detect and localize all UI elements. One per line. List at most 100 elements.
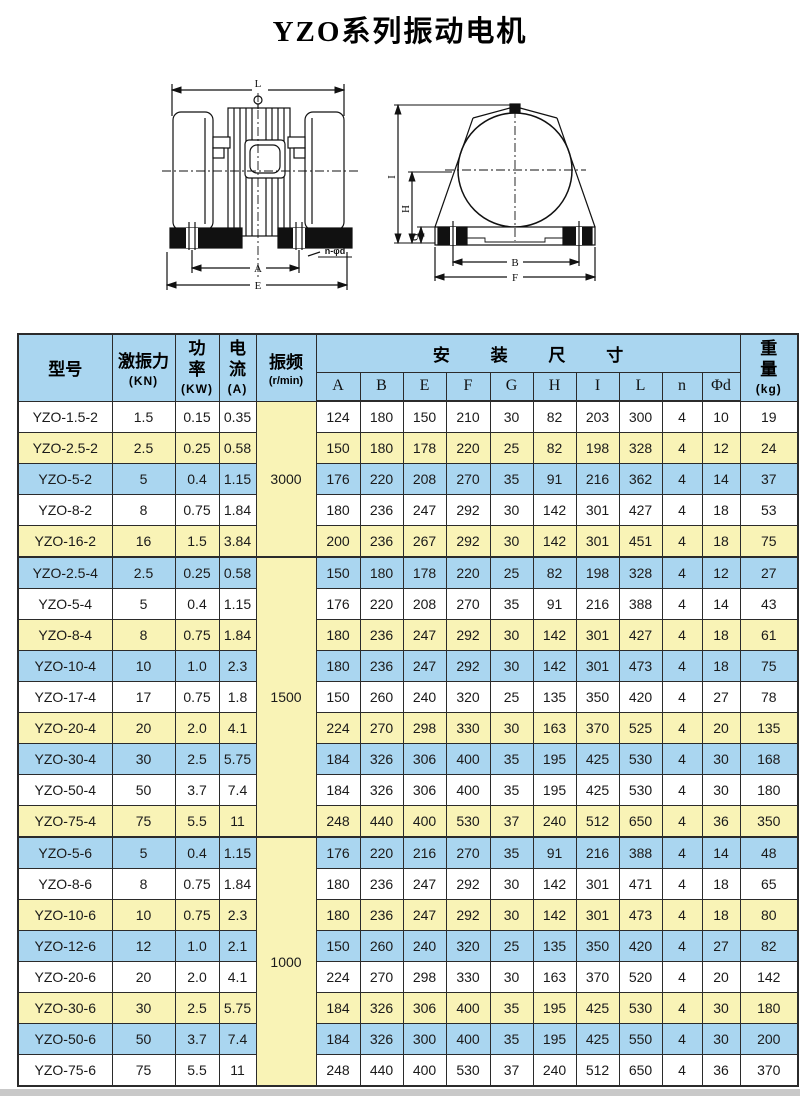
cell-dim-i: 216: [575, 836, 620, 869]
cell-dim-l: 530: [618, 743, 663, 775]
cell-dim-h: 82: [532, 432, 577, 464]
spec-row: YZO-2.5-4 2.5 0.25 0.58 1500 150 180 178 220 25 82…: [17, 556, 799, 838]
cell-dim-b: 236: [359, 619, 404, 651]
cell-power: 0.75: [174, 868, 220, 900]
cell-dim-n: 4: [661, 712, 703, 744]
cell-dim-φd: 14: [701, 836, 741, 869]
cell-dim-b: 180: [359, 432, 404, 464]
cell-dim-i: 203: [575, 400, 620, 433]
technical-drawings: L A E n-φd: [0, 0, 800, 330]
cell-dim-g: 30: [489, 525, 534, 558]
cell-dim-b: 440: [359, 1054, 404, 1087]
cell-dim-b: 260: [359, 930, 404, 962]
cell-dim-g: 35: [489, 774, 534, 806]
cell-dim-f: 530: [445, 805, 491, 838]
cell-dim-φd: 36: [701, 805, 741, 838]
cell-dim-n: 4: [661, 805, 703, 838]
cell-dim-φd: 27: [701, 681, 741, 713]
cell-dim-b: 180: [359, 400, 404, 433]
cell-model: YZO-8-2: [17, 494, 113, 526]
cell-dim-g: 25: [489, 432, 534, 464]
col-header-dim-e: E: [402, 371, 447, 402]
cell-dim-b: 270: [359, 712, 404, 744]
cell-force: 5: [111, 588, 176, 620]
dim-label-B: B: [511, 257, 518, 269]
cell-model: YZO-17-4: [17, 681, 113, 713]
cell-dim-g: 30: [489, 899, 534, 931]
cell-dim-l: 328: [618, 556, 663, 589]
cell-power: 2.5: [174, 743, 220, 775]
cell-dim-f: 400: [445, 743, 491, 775]
cell-dim-φd: 14: [701, 588, 741, 620]
spec-row: YZO-75-4 75 5.5 11 248 440 400 530 37 240 512 650 4 3…: [17, 805, 799, 838]
cell-model: YZO-12-6: [17, 930, 113, 962]
page-title: YZO系列振动电机: [272, 16, 528, 48]
cell-dim-n: 4: [661, 930, 703, 962]
cell-dim-f: 330: [445, 712, 491, 744]
cell-weight: 75: [739, 525, 799, 558]
cell-dim-h: 195: [532, 774, 577, 806]
cell-dim-g: 35: [489, 743, 534, 775]
cell-dim-l: 550: [618, 1023, 663, 1055]
cell-power: 0.4: [174, 836, 220, 869]
cell-dim-e: 298: [402, 712, 447, 744]
cell-dim-i: 370: [575, 961, 620, 993]
cell-dim-h: 142: [532, 525, 577, 558]
cell-power: 5.5: [174, 1054, 220, 1087]
spec-row: YZO-10-4 10 1.0 2.3 180 236 247 292 30 142 301 473 4…: [17, 650, 799, 682]
cell-dim-e: 208: [402, 588, 447, 620]
cell-frequency: 3000: [255, 400, 317, 558]
cell-dim-a: 184: [315, 743, 361, 775]
cell-dim-f: 292: [445, 868, 491, 900]
cell-dim-f: 270: [445, 588, 491, 620]
cell-frequency: 1500: [255, 556, 317, 838]
cell-dim-h: 135: [532, 681, 577, 713]
spec-row: YZO-75-6 75 5.5 11 248 440 400 530 37 240 512 650 4 3…: [17, 1054, 799, 1087]
spec-row: YZO-5-2 5 0.4 1.15 176 220 208 270 35 91 216 362 4 14…: [17, 463, 799, 495]
cell-dim-a: 150: [315, 432, 361, 464]
cell-current: 1.84: [218, 494, 257, 526]
cell-dim-h: 195: [532, 992, 577, 1024]
cell-force: 2.5: [111, 432, 176, 464]
cell-dim-φd: 12: [701, 432, 741, 464]
cell-dim-f: 292: [445, 619, 491, 651]
cell-weight: 75: [739, 650, 799, 682]
cell-dim-φd: 12: [701, 556, 741, 589]
cell-current: 4.1: [218, 712, 257, 744]
cell-dim-e: 298: [402, 961, 447, 993]
cell-model: YZO-8-6: [17, 868, 113, 900]
cell-dim-f: 400: [445, 992, 491, 1024]
cell-dim-g: 35: [489, 1023, 534, 1055]
cell-dim-n: 4: [661, 588, 703, 620]
cell-dim-e: 240: [402, 930, 447, 962]
cell-dim-h: 91: [532, 463, 577, 495]
cell-dim-l: 650: [618, 1054, 663, 1087]
cell-dim-f: 400: [445, 774, 491, 806]
cell-dim-a: 248: [315, 1054, 361, 1087]
cell-dim-i: 301: [575, 525, 620, 558]
cell-dim-g: 30: [489, 400, 534, 433]
front-view-drawing: I H G B F: [386, 103, 597, 284]
cell-dim-φd: 27: [701, 930, 741, 962]
cell-dim-l: 420: [618, 930, 663, 962]
spec-row: YZO-8-4 8 0.75 1.84 180 236 247 292 30 142 301 427 4…: [17, 619, 799, 651]
cell-dim-e: 247: [402, 899, 447, 931]
cell-dim-i: 301: [575, 619, 620, 651]
col-header-dim-h: H: [532, 371, 577, 402]
cell-dim-l: 388: [618, 588, 663, 620]
cell-dim-l: 650: [618, 805, 663, 838]
cell-weight: 370: [739, 1054, 799, 1087]
spec-row: YZO-2.5-2 2.5 0.25 0.58 150 180 178 220 25 82 198 3…: [17, 432, 799, 464]
cell-dim-f: 530: [445, 1054, 491, 1087]
cell-weight: 53: [739, 494, 799, 526]
dim-label-I: I: [386, 175, 398, 179]
cell-dim-e: 247: [402, 868, 447, 900]
cell-dim-a: 184: [315, 774, 361, 806]
cell-dim-g: 30: [489, 868, 534, 900]
cell-dim-f: 270: [445, 836, 491, 869]
cell-weight: 350: [739, 805, 799, 838]
cell-power: 0.4: [174, 588, 220, 620]
cell-dim-g: 25: [489, 556, 534, 589]
cell-weight: 19: [739, 400, 799, 433]
cell-force: 17: [111, 681, 176, 713]
